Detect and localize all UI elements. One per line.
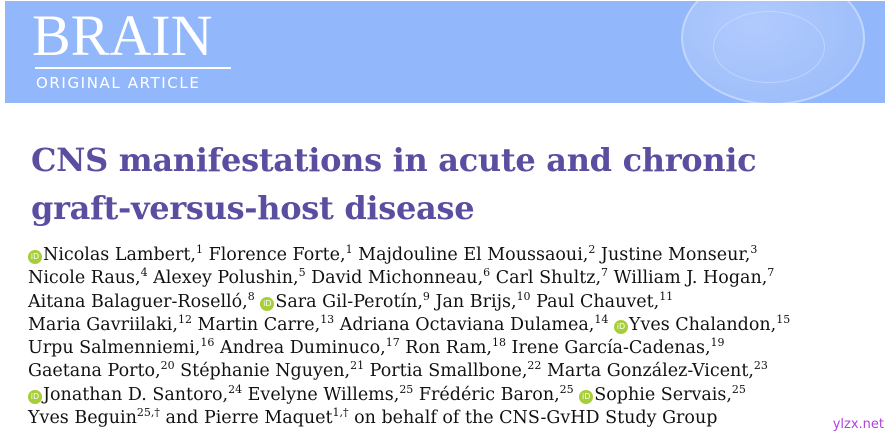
author-name[interactable]: Nicolas Lambert,	[43, 245, 196, 265]
author-name[interactable]: Ron Ram,	[399, 338, 492, 359]
author-name[interactable]: Maria Gavriilaki,	[28, 314, 178, 335]
author-name[interactable]: Jonathan D. Santoro,	[43, 384, 229, 405]
author-name[interactable]: Marta González-Vicent,	[541, 361, 754, 382]
author-name[interactable]: Carl Shultz,	[490, 268, 602, 289]
affiliation-number: 6	[483, 266, 491, 280]
orcid-icon[interactable]: iD	[28, 389, 42, 404]
affiliation-number: 5	[298, 266, 306, 280]
affiliation-number: 15	[776, 312, 791, 326]
author-name[interactable]: Gaetana Porto,	[28, 361, 161, 382]
affiliation-number: 18	[491, 336, 506, 350]
author-list: iD Nicolas Lambert,1 Florence Forte,1 Maj…	[28, 244, 790, 430]
affiliation-number: 21	[350, 359, 365, 373]
author-name	[608, 315, 614, 335]
brain-illustration-detail	[713, 11, 825, 83]
affiliation-number: 7	[601, 266, 609, 280]
affiliation-number: 25	[399, 382, 414, 396]
author-name[interactable]: and Pierre Maquet	[159, 408, 333, 429]
title-line-1: CNS manifestations in acute and chronic	[31, 141, 757, 179]
author-line: Aitana Balaguer-Roselló,8 iD Sara Gil-Per…	[28, 291, 790, 314]
orcid-icon[interactable]: iD	[579, 389, 594, 404]
affiliation-number: 24	[228, 382, 243, 396]
author-name[interactable]: Yves Chalandon,	[628, 314, 777, 335]
affiliation-number: 1,†	[332, 406, 349, 420]
affiliation-number: 13	[320, 312, 335, 326]
affiliation-number: 7	[767, 266, 775, 280]
author-name[interactable]: Evelyne Willems,	[242, 384, 400, 405]
author-name[interactable]: Paul Chauvet,	[530, 291, 660, 312]
author-line: Nicole Raus,4 Alexey Polushin,5 David Mi…	[28, 267, 790, 290]
author-name[interactable]: Nicole Raus,	[28, 268, 141, 289]
affiliation-number: 4	[140, 266, 148, 280]
affiliation-number: 23	[753, 359, 768, 373]
journal-banner: BRAIN ORIGINAL ARTICLE	[5, 1, 885, 103]
author-name[interactable]: William J. Hogan,	[608, 268, 768, 289]
affiliation-number: 19	[710, 336, 725, 350]
author-line: Urpu Salmenniemi,16 Andrea Duminuco,17 R…	[28, 337, 790, 360]
author-name[interactable]: David Michonneau,	[305, 268, 484, 289]
author-line: iD Jonathan D. Santoro,24 Evelyne Willems…	[28, 384, 790, 407]
author-name[interactable]: Urpu Salmenniemi,	[28, 338, 201, 359]
author-name[interactable]: Portia Smallbone,	[364, 361, 528, 382]
author-line: Maria Gavriilaki,12 Martin Carre,13 Adri…	[28, 314, 790, 337]
author-name[interactable]: Alexey Polushin,	[147, 268, 299, 289]
title-line-2: graft-versus-host disease	[31, 189, 475, 227]
orcid-icon[interactable]: iD	[260, 296, 275, 311]
author-name[interactable]: Frédéric Baron,	[413, 384, 560, 405]
author-name[interactable]: Irene García-Cadenas,	[505, 338, 711, 359]
article-title: CNS manifestations in acute and chronic …	[31, 136, 757, 232]
affiliation-number: 1	[345, 243, 353, 256]
author-line: Yves Beguin25,† and Pierre Maquet1,† on …	[28, 407, 790, 430]
affiliation-number: 22	[527, 359, 542, 373]
author-name[interactable]: Andrea Duminuco,	[214, 338, 386, 359]
author-name[interactable]: Adriana Octaviana Dulamea,	[334, 314, 595, 335]
author-name[interactable]: Yves Beguin	[28, 408, 137, 429]
orcid-icon[interactable]: iD	[28, 250, 42, 264]
author-line: iD Nicolas Lambert,1 Florence Forte,1 Maj…	[28, 244, 790, 267]
author-name[interactable]: Majdouline El Moussaoui,	[352, 245, 589, 265]
orcid-icon[interactable]: iD	[613, 319, 628, 334]
author-name[interactable]: Florence Forte,	[203, 245, 346, 265]
author-line: Gaetana Porto,20 Stéphanie Nguyen,21 Por…	[28, 360, 790, 383]
watermark: ylzx.net	[832, 417, 884, 432]
affiliation-number: 17	[385, 336, 400, 350]
journal-logo: BRAIN	[32, 3, 213, 68]
affiliation-number: 25,†	[136, 406, 160, 420]
affiliation-number: 9	[422, 289, 430, 303]
affiliation-number: 20	[160, 359, 175, 373]
author-name[interactable]: Sophie Servais,	[594, 384, 732, 405]
affiliation-number: 14	[594, 312, 609, 326]
affiliation-number: 2	[588, 243, 596, 256]
affiliation-number: 3	[750, 243, 758, 256]
logo-divider	[35, 67, 231, 69]
author-name[interactable]: Martin Carre,	[191, 314, 321, 335]
author-name[interactable]: Justine Monseur,	[595, 245, 751, 265]
affiliation-number: 25	[731, 382, 746, 396]
affiliation-number: 12	[177, 312, 192, 326]
author-name[interactable]: Sara Gil-Perotín,	[275, 291, 423, 312]
author-name[interactable]: on behalf of the CNS-GvHD Study Group	[348, 408, 718, 429]
author-name[interactable]: Jan Brijs,	[429, 291, 517, 312]
author-name[interactable]: Aitana Balaguer-Roselló,	[28, 291, 248, 312]
affiliation-number: 10	[516, 289, 531, 303]
affiliation-number: 1	[196, 243, 203, 256]
affiliation-number: 25	[559, 382, 574, 396]
affiliation-number: 8	[247, 289, 255, 303]
author-name[interactable]: Stéphanie Nguyen,	[174, 361, 351, 382]
affiliation-number: 16	[200, 336, 215, 350]
affiliation-number: 11	[659, 289, 674, 303]
article-type: ORIGINAL ARTICLE	[36, 74, 201, 92]
